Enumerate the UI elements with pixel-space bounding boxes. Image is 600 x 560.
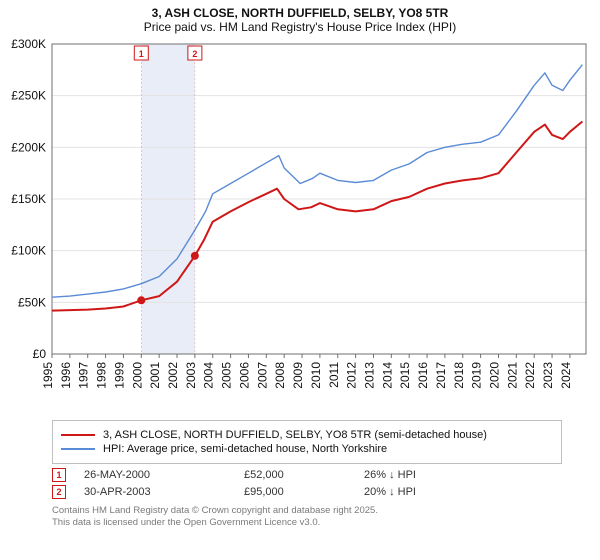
svg-text:2003: 2003 [184,362,198,389]
svg-text:2023: 2023 [541,362,555,389]
svg-text:2017: 2017 [434,362,448,389]
marker-badge: 2 [52,485,66,499]
svg-text:£250K: £250K [11,89,46,103]
svg-text:2013: 2013 [362,362,376,389]
svg-text:2024: 2024 [559,362,573,389]
svg-text:2007: 2007 [255,362,269,389]
legend-row: HPI: Average price, semi-detached house,… [61,443,553,455]
legend-row: 3, ASH CLOSE, NORTH DUFFIELD, SELBY, YO8… [61,429,553,441]
table-row: 1 26-MAY-2000£52,00026% ↓ HPI [52,468,562,482]
svg-text:2020: 2020 [487,362,501,389]
attribution-line2: This data is licensed under the Open Gov… [52,517,562,529]
svg-text:2012: 2012 [345,362,359,389]
svg-text:£0: £0 [33,347,47,361]
svg-text:2019: 2019 [470,362,484,389]
svg-text:2021: 2021 [505,362,519,389]
txn-pct: 20% ↓ HPI [364,486,494,498]
legend-swatch [61,448,95,449]
svg-text:2010: 2010 [309,362,323,389]
svg-text:1999: 1999 [112,362,126,389]
svg-text:1998: 1998 [95,362,109,389]
svg-text:1995: 1995 [41,362,55,389]
svg-text:2004: 2004 [202,362,216,389]
txn-date: 30-APR-2003 [84,486,244,498]
svg-text:£150K: £150K [11,192,46,206]
svg-text:£50K: £50K [18,295,46,309]
svg-text:2009: 2009 [291,362,305,389]
svg-text:2011: 2011 [327,362,341,388]
txn-pct: 26% ↓ HPI [364,469,494,481]
svg-text:2000: 2000 [130,362,144,389]
svg-text:2002: 2002 [166,362,180,389]
legend-label: HPI: Average price, semi-detached house,… [103,443,387,455]
txn-price: £95,000 [244,486,364,498]
chart-area: £0 £50K £100K £150K £200K £250K £300K 1995 1996 1… [0,36,600,414]
legend: 3, ASH CLOSE, NORTH DUFFIELD, SELBY, YO8… [52,420,562,464]
svg-text:2: 2 [192,49,197,59]
chart-subtitle: Price paid vs. HM Land Registry's House … [10,20,590,34]
chart-svg: £0 £50K £100K £150K £200K £250K £300K 1995 1996 1… [0,36,600,414]
svg-text:2015: 2015 [398,362,412,389]
svg-text:2018: 2018 [452,362,466,389]
legend-label: 3, ASH CLOSE, NORTH DUFFIELD, SELBY, YO8… [103,429,487,441]
attribution-line1: Contains HM Land Registry data © Crown c… [52,505,562,517]
svg-text:2001: 2001 [148,362,162,389]
table-row: 2 30-APR-2003£95,00020% ↓ HPI [52,485,562,499]
svg-text:2014: 2014 [380,362,394,389]
transaction-table: 1 26-MAY-2000£52,00026% ↓ HPI 2 30-APR-2003… [52,468,562,499]
svg-text:2016: 2016 [416,362,430,389]
svg-text:£100K: £100K [11,244,46,258]
marker-badge: 1 [52,468,66,482]
svg-text:£300K: £300K [11,37,46,51]
chart-title-block: 3, ASH CLOSE, NORTH DUFFIELD, SELBY, YO8… [0,0,600,36]
svg-text:£200K: £200K [11,140,46,154]
txn-price: £52,000 [244,469,364,481]
txn-date: 26-MAY-2000 [84,469,244,481]
svg-text:2008: 2008 [273,362,287,389]
svg-text:1997: 1997 [77,362,91,389]
attribution-text: Contains HM Land Registry data © Crown c… [52,505,562,530]
chart-title: 3, ASH CLOSE, NORTH DUFFIELD, SELBY, YO8… [10,6,590,20]
legend-swatch [61,434,95,436]
svg-text:2005: 2005 [220,362,234,389]
svg-text:1: 1 [139,49,144,59]
svg-text:2022: 2022 [523,362,537,389]
svg-text:2006: 2006 [237,362,251,389]
svg-text:1996: 1996 [59,362,73,389]
